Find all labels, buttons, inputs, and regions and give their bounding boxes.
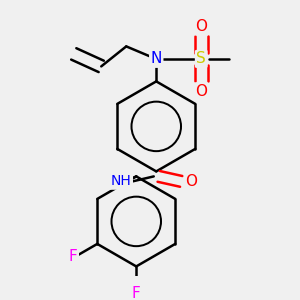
Text: F: F xyxy=(69,249,77,264)
Text: O: O xyxy=(195,84,207,99)
Text: N: N xyxy=(151,51,162,66)
Text: F: F xyxy=(132,286,141,300)
Text: S: S xyxy=(196,51,206,66)
Text: O: O xyxy=(185,174,197,189)
Text: NH: NH xyxy=(111,174,132,188)
Text: O: O xyxy=(195,19,207,34)
